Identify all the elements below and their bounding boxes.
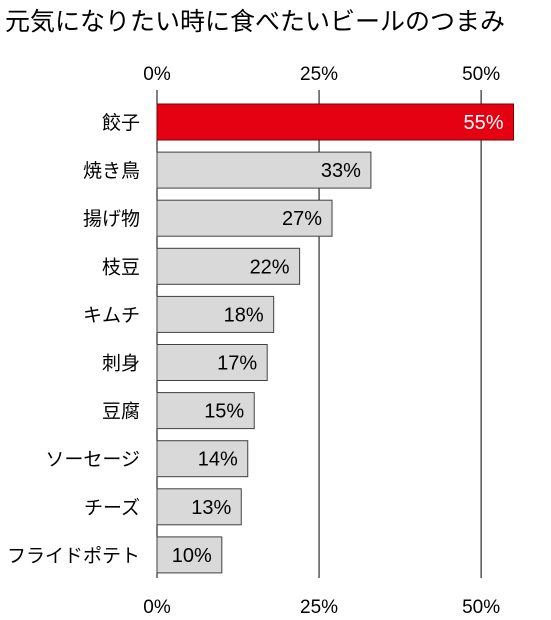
value-label: 17% [217,353,257,375]
bar-0 [156,103,515,141]
x-tick-label-top: 25% [300,64,338,85]
tick-labels: 0% 0% 25% 25% 50% 50% [143,64,500,618]
category-label: 揚げ物 [83,208,140,230]
bar-5 [156,344,268,381]
value-label: 13% [191,497,231,519]
category-label: 刺身 [102,353,140,375]
category-label: 豆腐 [102,401,140,423]
value-label: 14% [198,449,238,471]
value-label: 33% [321,160,361,182]
x-tick-label-top: 0% [143,64,171,85]
category-label: チーズ [84,497,140,519]
category-label: 枝豆 [102,256,140,278]
category-label: 餃子 [102,112,140,134]
chart-title: 元気になりたい時に食べたいビールのつまみ [5,7,505,36]
bar-6 [156,392,255,430]
bar-2 [156,199,333,237]
category-label: 焼き鳥 [83,160,140,182]
bar-1 [156,151,372,189]
category-label: フライドポテト [7,545,140,567]
x-tick-label-bottom: 0% [143,597,171,618]
category-label: ソーセージ [45,449,140,471]
bar-7 [156,440,249,478]
bar-3 [156,247,301,285]
value-label: 22% [250,256,290,278]
value-label: 55% [463,112,503,134]
value-labels: 55% 33% 27% 22% 18% 17% 15% 14% 13% 10% [172,112,504,567]
bar-4 [156,295,275,333]
x-tick-label-bottom: 50% [462,597,500,618]
value-label: 10% [172,545,212,567]
category-label: キムチ [83,304,140,326]
bars [156,103,515,574]
value-label: 18% [224,304,264,326]
x-tick-label-bottom: 25% [300,597,338,618]
value-label: 27% [282,208,322,230]
bar-8 [156,488,242,526]
bar-9 [156,536,223,574]
x-tick-label-top: 50% [462,64,500,85]
value-label: 15% [204,401,244,423]
